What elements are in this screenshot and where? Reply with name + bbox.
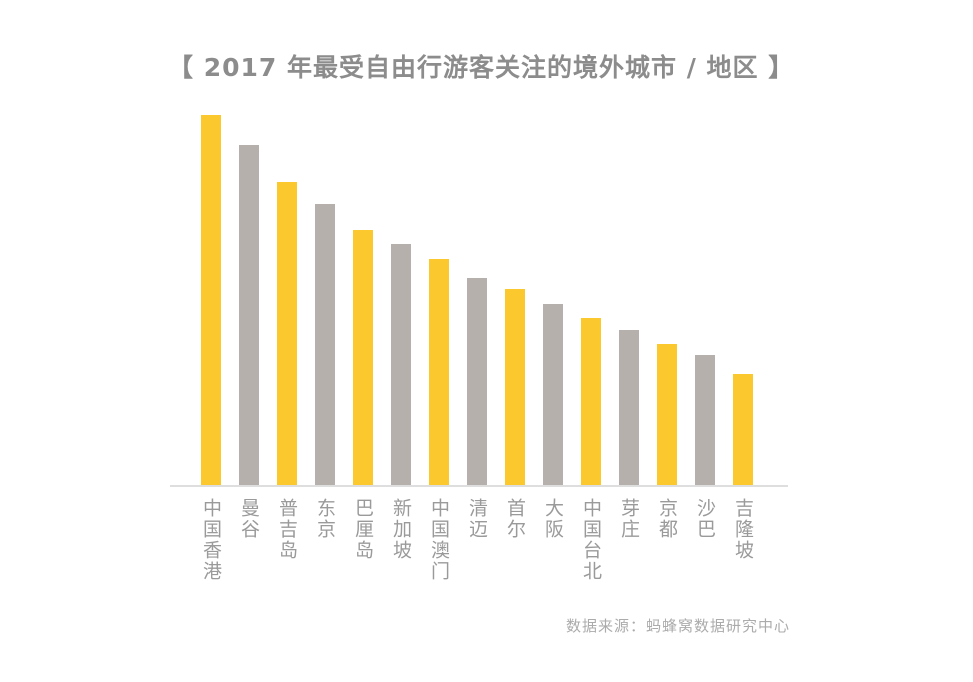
bar-14 — [695, 355, 715, 485]
category-label-14: 沙巴 — [694, 498, 716, 540]
chart-title: 【 2017 年最受自由行游客关注的境外城市 / 地区 】 — [168, 53, 795, 82]
bar-12 — [619, 330, 639, 485]
bar-5 — [353, 230, 373, 485]
source-note: 数据来源：蚂蜂窝数据研究中心 — [565, 617, 790, 635]
category-label-13: 京都 — [656, 498, 678, 540]
category-label-11: 中国台北 — [580, 498, 602, 582]
category-label-3: 普吉岛 — [276, 498, 298, 561]
category-label-1: 中国香港 — [200, 498, 222, 582]
category-label-6: 新加坡 — [390, 498, 412, 561]
bar-6 — [391, 244, 411, 485]
bar-8 — [467, 278, 487, 485]
category-label-15: 吉隆坡 — [732, 498, 754, 561]
bar-1 — [201, 115, 221, 485]
bar-10 — [543, 304, 563, 485]
bar-15 — [733, 374, 753, 485]
category-label-5: 巴厘岛 — [352, 498, 374, 561]
bar-13 — [657, 344, 677, 485]
x-axis-line — [170, 485, 788, 487]
bar-2 — [239, 145, 259, 485]
bar-7 — [429, 259, 449, 485]
bar-chart-plot: 中国香港 曼谷 普吉岛 东京 巴厘岛 新加坡 中国澳门 清迈 首尔 大阪 中国台北 芽庄 京都 沙巴 吉隆坡 — [170, 115, 788, 582]
category-label-10: 大阪 — [542, 498, 564, 540]
bar-3 — [277, 182, 297, 485]
category-label-12: 芽庄 — [618, 498, 640, 540]
bar-11 — [581, 318, 601, 485]
bar-9 — [505, 289, 525, 485]
category-label-8: 清迈 — [466, 498, 488, 540]
category-label-2: 曼谷 — [238, 498, 260, 540]
bar-4 — [315, 204, 335, 485]
category-label-9: 首尔 — [504, 498, 526, 540]
category-label-7: 中国澳门 — [428, 498, 450, 582]
category-label-4: 东京 — [314, 498, 336, 540]
